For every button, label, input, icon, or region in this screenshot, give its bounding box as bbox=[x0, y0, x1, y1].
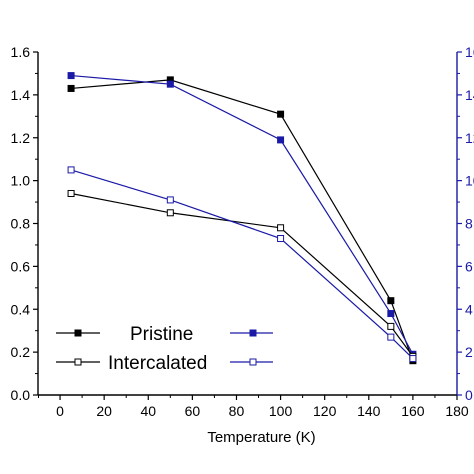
data-point bbox=[67, 72, 75, 80]
right-y-tick-label: 14 bbox=[465, 87, 474, 103]
data-point bbox=[277, 224, 285, 232]
series-1 bbox=[67, 72, 417, 358]
series-line bbox=[70, 192, 414, 357]
data-point bbox=[277, 110, 285, 118]
x-tick-label: 0 bbox=[56, 403, 64, 419]
x-tick-label: 100 bbox=[269, 403, 293, 419]
left-y-tick-label: 1.6 bbox=[11, 44, 31, 60]
legend: Pristine Intercalated bbox=[56, 324, 273, 374]
right-y-tick-label: 12 bbox=[465, 130, 474, 146]
data-point bbox=[166, 209, 174, 217]
left-y-tick-label: 0.0 bbox=[11, 387, 31, 403]
right-y-tick-label: 6 bbox=[465, 258, 473, 274]
left-y-tick-label: 0.2 bbox=[11, 344, 31, 360]
data-point bbox=[166, 196, 174, 204]
data-point bbox=[277, 235, 285, 243]
data-point bbox=[166, 80, 174, 88]
data-point bbox=[387, 310, 395, 318]
series-line bbox=[71, 79, 414, 361]
data-point bbox=[387, 322, 395, 330]
data-point bbox=[67, 189, 75, 197]
x-tick-label: 80 bbox=[229, 403, 245, 419]
legend-marker bbox=[249, 358, 257, 366]
left-y-tick-label: 0.8 bbox=[11, 216, 31, 232]
series-line bbox=[70, 169, 414, 359]
data-point bbox=[387, 333, 395, 341]
data-point bbox=[277, 136, 285, 144]
data-point bbox=[67, 84, 75, 92]
series-2 bbox=[67, 189, 417, 360]
left-y-tick-label: 0.4 bbox=[11, 301, 31, 317]
x-tick-label: 140 bbox=[357, 403, 381, 419]
series-3 bbox=[67, 166, 417, 363]
data-point bbox=[67, 166, 75, 174]
legend-label: Pristine bbox=[130, 324, 193, 345]
left-y-tick-label: 1.0 bbox=[11, 173, 31, 189]
right-y-tick-label: 0 bbox=[465, 387, 473, 403]
x-tick-label: 120 bbox=[313, 403, 337, 419]
x-axis: 0 20 40 60 80 100 120 140 160 180 bbox=[38, 395, 469, 419]
right-y-tick-label: 4 bbox=[465, 301, 473, 317]
right-y-tick-label: 2 bbox=[465, 344, 473, 360]
right-y-axis: 0 2 4 6 8 10 12 14 16 bbox=[457, 44, 474, 403]
data-point bbox=[409, 355, 417, 363]
legend-marker bbox=[74, 329, 82, 337]
x-axis-title: Temperature (K) bbox=[207, 429, 315, 446]
series-line bbox=[71, 74, 414, 355]
x-tick-label: 60 bbox=[185, 403, 201, 419]
left-y-axis: 0.0 0.2 0.4 0.6 0.8 1.0 1.2 1.4 1.6 bbox=[11, 44, 38, 403]
x-tick-label: 160 bbox=[401, 403, 425, 419]
left-y-tick-label: 1.4 bbox=[11, 87, 31, 103]
x-tick-label: 40 bbox=[140, 403, 156, 419]
series-layer bbox=[67, 72, 417, 365]
x-tick-label: 180 bbox=[445, 403, 469, 419]
legend-marker bbox=[74, 358, 82, 366]
right-y-tick-label: 10 bbox=[465, 173, 474, 189]
legend-label: Intercalated bbox=[108, 353, 207, 374]
legend-marker bbox=[249, 329, 257, 337]
x-tick-label: 20 bbox=[96, 403, 112, 419]
right-y-tick-label: 8 bbox=[465, 216, 473, 232]
right-y-tick-label: 16 bbox=[465, 44, 474, 60]
data-point bbox=[387, 297, 395, 305]
left-y-tick-label: 1.2 bbox=[11, 130, 31, 146]
left-y-tick-label: 0.6 bbox=[11, 258, 31, 274]
